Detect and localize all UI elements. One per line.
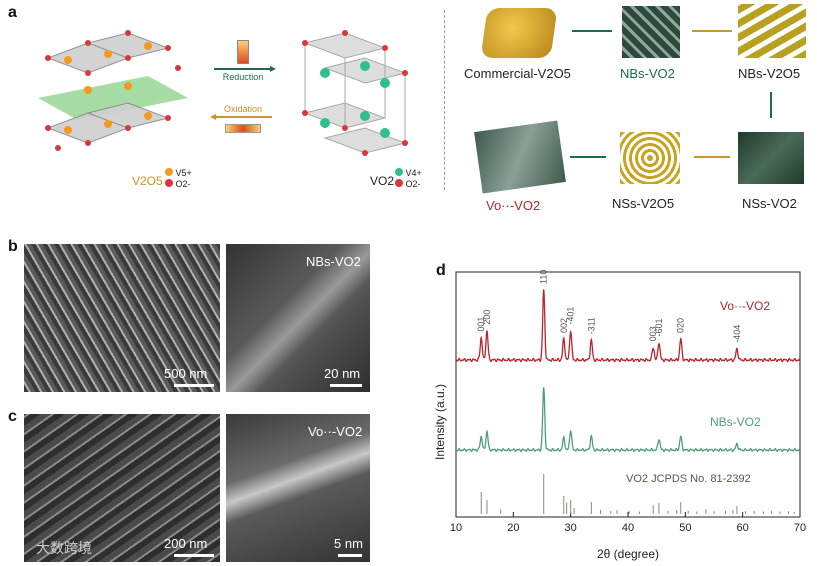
flow-label-nss-v2o5: NSs-V2O5 [612, 196, 675, 211]
scale-bar-20nm [330, 384, 362, 387]
peak-label: -311 [586, 317, 596, 334]
scale-label-500nm: 500 nm [164, 366, 208, 381]
label-vo-vo2: Vo··-VO2 [308, 424, 363, 439]
flow-label-nbs-vo2: NBs-VO2 [620, 66, 675, 81]
flow-label-commercial-v2o5: Commercial-V2O5 [464, 66, 571, 81]
flow-arrow-2 [692, 30, 732, 32]
vo2-legend: V4+ O2- [395, 168, 422, 190]
flow-arrow-4 [694, 156, 730, 158]
series-line [456, 387, 801, 453]
peak-label: 002 [559, 318, 569, 333]
flow-arrow-1 [572, 30, 612, 32]
furnace-icon [225, 124, 261, 133]
sem-nbs-vo2-low-mag: 500 nm [24, 244, 220, 392]
reference-label: VO2 JCPDS No. 81-2392 [626, 473, 751, 485]
v2o5-legend-compound: V2O5 [132, 174, 163, 188]
panel-d-letter: d [436, 262, 446, 279]
panel-divider [444, 10, 445, 190]
thermometer-icon [237, 40, 249, 64]
peak-label: 020 [676, 318, 686, 333]
flow-arrow-3 [770, 92, 772, 118]
vo-vo2-image [474, 120, 566, 194]
x-tick-label: 60 [737, 522, 749, 534]
peak-label: 001 [476, 317, 486, 332]
panel-b-letter: b [8, 238, 18, 255]
scale-label-200nm: 200 nm [164, 536, 208, 551]
vo2-legend-compound: VO2 [370, 174, 395, 188]
reduction-arrow: ▶ [214, 64, 276, 73]
flow-label-vo-vo2: Vo··-VO2 [486, 198, 541, 213]
panel-c-letter: c [8, 408, 17, 425]
commercial-v2o5-image [480, 8, 558, 58]
peak-label: -401 [566, 307, 576, 325]
peak-label: -601 [654, 318, 664, 336]
sem-vo-vo2-low-mag: 200 nm 大数跨境 [24, 414, 220, 562]
oxidation-arrow: ◀ [210, 112, 272, 121]
scale-label-5nm: 5 nm [334, 536, 363, 551]
nss-vo2-image [738, 132, 804, 184]
x-tick-label: 10 [450, 522, 462, 534]
peak-label: -404 [732, 325, 742, 343]
peak-label: 110 [539, 270, 549, 284]
scale-bar-500nm [174, 384, 214, 387]
series-label: NBs-VO2 [710, 415, 761, 429]
peak-label: 200 [482, 310, 492, 325]
reduction-block: ▶ Reduction [214, 40, 276, 82]
scale-bar-200nm [174, 554, 214, 557]
sem-nbs-vo2-high-mag: NBs-VO2 20 nm [226, 244, 370, 392]
scale-bar-5nm [338, 554, 362, 557]
peak-label: 003 [648, 326, 658, 341]
oxidation-block: Oxidation ◀ [210, 104, 272, 133]
flow-arrow-5 [570, 156, 606, 158]
flow-label-nbs-v2o5: NBs-V2O5 [738, 66, 801, 81]
x-tick-label: 20 [507, 522, 519, 534]
v2o5-legend: V5+ O2- [165, 168, 192, 190]
vo2-structure-illustration [302, 30, 408, 156]
panel-a-letter: a [8, 4, 17, 21]
x-tick-label: 50 [679, 522, 691, 534]
nss-v2o5-image [620, 132, 680, 184]
x-tick-label: 40 [622, 522, 634, 534]
nbs-vo2-image [622, 6, 680, 58]
x-tick-label: 70 [794, 522, 806, 534]
watermark-text: 大数跨境 [36, 540, 92, 556]
v2o5-structure-illustration [38, 30, 188, 151]
nbs-v2o5-image [738, 4, 806, 58]
x-axis-label: 2θ (degree) [597, 547, 659, 561]
sem-vo-vo2-high-mag: Vo··-VO2 5 nm [226, 414, 370, 562]
oxidation-label: Oxidation [223, 104, 263, 114]
xrd-chart: Intensity (a.u.) 2θ (degree) 10 20 30 40 50 6… [433, 270, 806, 561]
series-line [455, 289, 801, 363]
y-axis-label: Intensity (a.u.) [433, 384, 447, 460]
x-tick-label: 30 [565, 522, 577, 534]
scale-label-20nm: 20 nm [324, 366, 361, 381]
series-label: Vo··-VO2 [720, 299, 770, 313]
flow-label-nss-vo2: NSs-VO2 [742, 196, 797, 211]
reduction-label: Reduction [222, 72, 264, 82]
label-nbs-vo2: NBs-VO2 [306, 254, 361, 269]
